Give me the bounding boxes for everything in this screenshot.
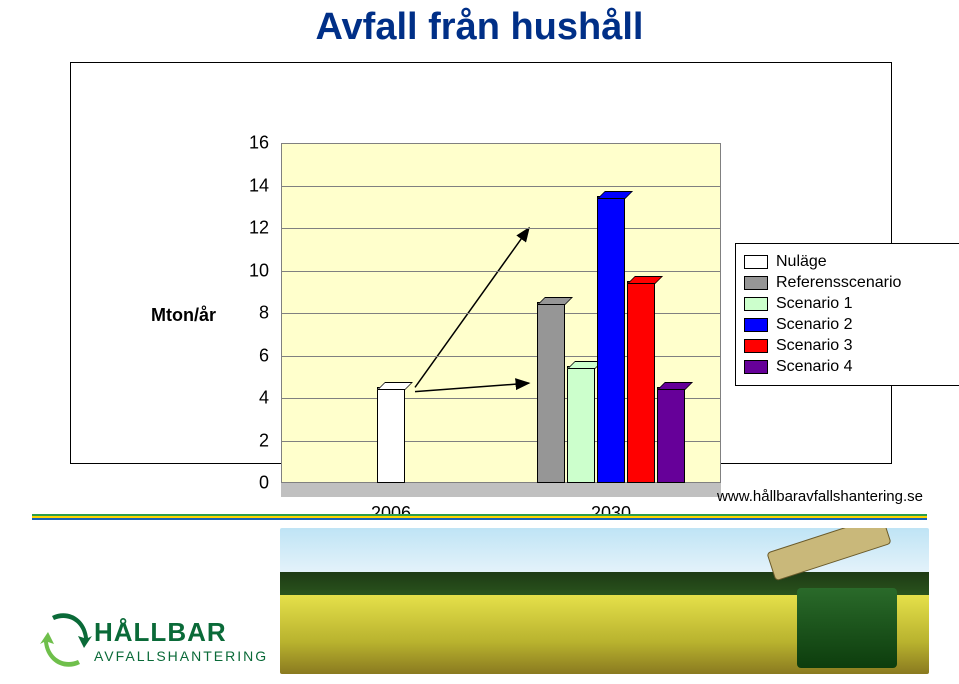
gridline (281, 143, 721, 144)
y-tick-label: 0 (229, 473, 269, 494)
legend-label: Scenario 1 (776, 295, 853, 313)
gridline (281, 356, 721, 357)
y-tick-label: 8 (229, 303, 269, 324)
legend-label: Scenario 4 (776, 358, 853, 376)
page-title: Avfall från hushåll (0, 0, 959, 49)
legend-label: Scenario 2 (776, 316, 853, 334)
y-tick-label: 2 (229, 430, 269, 451)
logo-line2: AVFALLSHANTERING (94, 648, 268, 664)
legend-item: Scenario 2 (744, 316, 958, 334)
plot-background (281, 143, 721, 497)
legend-swatch (744, 276, 768, 290)
y-tick-label: 10 (229, 260, 269, 281)
recycle-icon (34, 608, 98, 672)
gridline (281, 228, 721, 229)
gridline (281, 398, 721, 399)
legend-swatch (744, 255, 768, 269)
logo-text: HÅLLBAR AVFALLSHANTERING (94, 617, 268, 664)
legend-item: Scenario 4 (744, 358, 958, 376)
gridline (281, 313, 721, 314)
legend-label: Referensscenario (776, 274, 901, 292)
legend-item: Nuläge (744, 253, 958, 271)
gridline (281, 186, 721, 187)
bin-body (797, 588, 897, 668)
legend-swatch (744, 339, 768, 353)
divider-stripe (32, 514, 927, 520)
bar-Nuläge (377, 387, 405, 483)
page: Avfall från hushåll Mton/år 024681012141… (0, 0, 959, 684)
footer-photo (280, 528, 929, 674)
bar-Scenario 1 (567, 366, 595, 483)
legend-swatch (744, 297, 768, 311)
photo-bin (767, 548, 917, 668)
bar-Scenario 2 (597, 196, 625, 483)
gridline (281, 271, 721, 272)
footer-url: www.hållbaravfallshantering.se (717, 488, 923, 505)
footer: HÅLLBAR AVFALLSHANTERING (0, 528, 959, 684)
legend: Nuläge Referensscenario Scenario 1 Scenario… (735, 243, 959, 386)
legend-swatch (744, 360, 768, 374)
legend-item: Scenario 1 (744, 295, 958, 313)
legend-item: Referensscenario (744, 274, 958, 292)
y-tick-label: 4 (229, 388, 269, 409)
chart-frame: Mton/år 0246810121416 NulägeReferensscen… (70, 62, 892, 464)
y-tick-label: 12 (229, 218, 269, 239)
footer-logo: HÅLLBAR AVFALLSHANTERING (34, 608, 274, 672)
bar-Referensscenario (537, 302, 565, 483)
legend-swatch (744, 318, 768, 332)
legend-label: Nuläge (776, 253, 827, 271)
bar-Scenario 3 (627, 281, 655, 483)
y-axis-label: Mton/år (151, 305, 216, 326)
y-tick-label: 16 (229, 133, 269, 154)
gridline (281, 441, 721, 442)
logo-line1: HÅLLBAR (94, 617, 268, 648)
chart-floor (281, 482, 721, 497)
stripe-blue (32, 518, 927, 520)
bar-Scenario 4 (657, 387, 685, 483)
plot-region: 0246810121416 (281, 143, 721, 497)
y-tick-label: 14 (229, 175, 269, 196)
legend-label: Scenario 3 (776, 337, 853, 355)
y-tick-label: 6 (229, 345, 269, 366)
legend-item: Scenario 3 (744, 337, 958, 355)
